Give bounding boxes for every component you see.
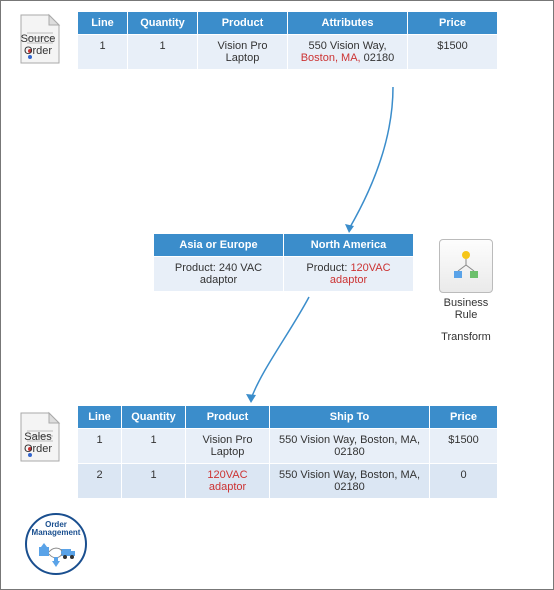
col-product: Product — [186, 406, 270, 429]
table-row: 2 1 120VAC adaptor 550 Vision Way, Bosto… — [78, 464, 498, 499]
col-quantity: Quantity — [122, 406, 186, 429]
col-line: Line — [78, 406, 122, 429]
col-shipto: Ship To — [270, 406, 430, 429]
table-header-row: Line Quantity Product Ship To Price — [78, 406, 498, 429]
arrow-rule-to-sales — [1, 1, 554, 421]
col-price: Price — [430, 406, 498, 429]
sales-order-label: Sales Order — [15, 431, 61, 455]
order-management-badge: Order Management — [25, 513, 87, 575]
table-row: 1 1 Vision Pro Laptop 550 Vision Way, Bo… — [78, 429, 498, 464]
sales-order-table: Line Quantity Product Ship To Price 1 1 … — [77, 405, 498, 499]
